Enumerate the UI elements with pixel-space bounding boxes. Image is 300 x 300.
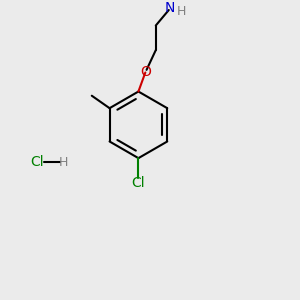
Text: N: N: [165, 1, 175, 15]
Text: H: H: [177, 4, 186, 18]
Text: Cl: Cl: [132, 176, 145, 190]
Text: H: H: [58, 156, 68, 169]
Text: O: O: [140, 65, 151, 80]
Text: Cl: Cl: [30, 155, 44, 170]
